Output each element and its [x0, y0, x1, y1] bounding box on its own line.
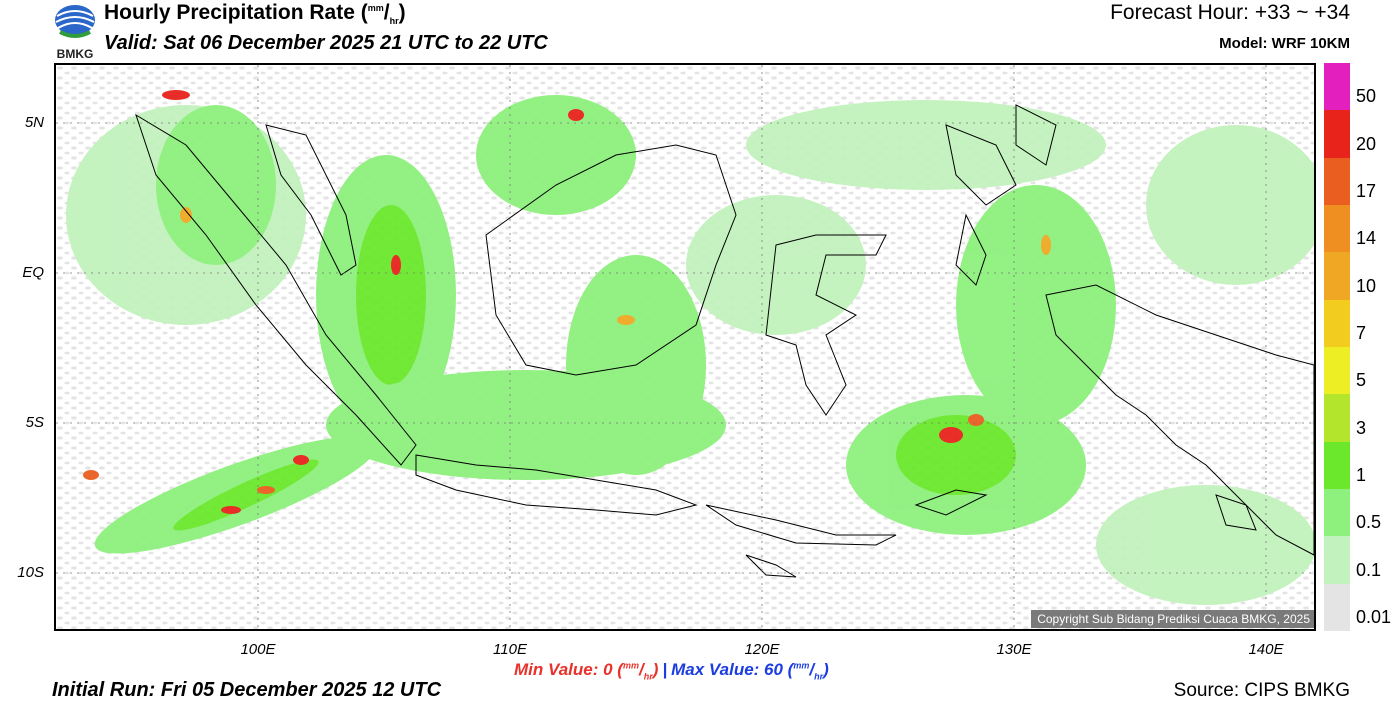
colorbar-segment: [1324, 346, 1350, 395]
source-text: Source: CIPS BMKG: [1173, 680, 1350, 701]
max-value: Max Value: 60 (mm/hr): [671, 660, 829, 682]
colorbar-segment: [1324, 441, 1350, 489]
lon-label: 120E: [744, 641, 780, 658]
colorbar-label: 3: [1356, 417, 1367, 438]
colorbar-segment: [1324, 157, 1350, 205]
svg-text:BMKG: BMKG: [57, 47, 94, 60]
colorbar-segment: [1324, 583, 1350, 631]
lat-label: EQ: [22, 264, 44, 281]
initial-run: Initial Run: Fri 05 December 2025 12 UTC: [52, 679, 442, 701]
precipitation-colorbar: [1324, 63, 1350, 631]
lon-label: 130E: [996, 641, 1032, 658]
lat-label: 5N: [24, 114, 44, 131]
colorbar-label: 50: [1356, 86, 1377, 107]
lon-label: 110E: [493, 641, 527, 658]
colorbar-label: 20: [1356, 133, 1377, 154]
forecast-hour: Forecast Hour: +33 ~ +34: [1110, 1, 1350, 24]
coastlines: [135, 104, 1314, 578]
min-max-values: Min Value: 0 (mm/hr) | Max Value: 60 (mm/h…: [514, 660, 829, 682]
colorbar-label: 7: [1356, 323, 1367, 343]
rain-areas: [66, 90, 1314, 605]
colorbar-label: 14: [1356, 228, 1377, 249]
grid-lines: [56, 65, 1314, 629]
lat-label: 10S: [17, 564, 44, 581]
colorbar-segment: [1324, 110, 1350, 158]
colorbar-label: 5: [1356, 370, 1367, 391]
colorbar-label: 10: [1356, 275, 1377, 296]
model-name: Model: WRF 10KM: [1219, 35, 1350, 52]
map-canvas: [56, 65, 1314, 629]
colorbar-segment: [1324, 299, 1350, 347]
colorbar-label: 17: [1356, 181, 1377, 201]
lon-label: 100E: [240, 641, 276, 658]
valid-time: Valid: Sat 06 December 2025 21 UTC to 22…: [104, 32, 548, 54]
precipitation-map: Copyright Sub Bidang Prediksi Cuaca BMKG…: [54, 63, 1316, 631]
min-value: Min Value: 0 (mm/hr): [514, 660, 659, 682]
colorbar-label: 1: [1356, 465, 1367, 485]
colorbar-segment: [1324, 252, 1350, 300]
bmkg-logo: BMKG: [52, 2, 98, 61]
chart-title: Hourly Precipitation Rate (mm/hr): [104, 1, 406, 27]
colorbar-segment: [1324, 488, 1350, 537]
colorbar-label: 0.5: [1356, 512, 1382, 533]
colorbar-label: 0.01: [1356, 607, 1392, 627]
colorbar-segment: [1324, 63, 1350, 111]
colorbar-label: 0.1: [1356, 559, 1382, 580]
copyright-note: Copyright Sub Bidang Prediksi Cuaca BMKG…: [1031, 610, 1314, 628]
colorbar-segment: [1324, 536, 1350, 584]
lat-label: 5S: [25, 414, 44, 431]
colorbar-segment: [1324, 394, 1350, 442]
colorbar-segment: [1324, 204, 1350, 253]
lon-label: 140E: [1248, 641, 1284, 658]
